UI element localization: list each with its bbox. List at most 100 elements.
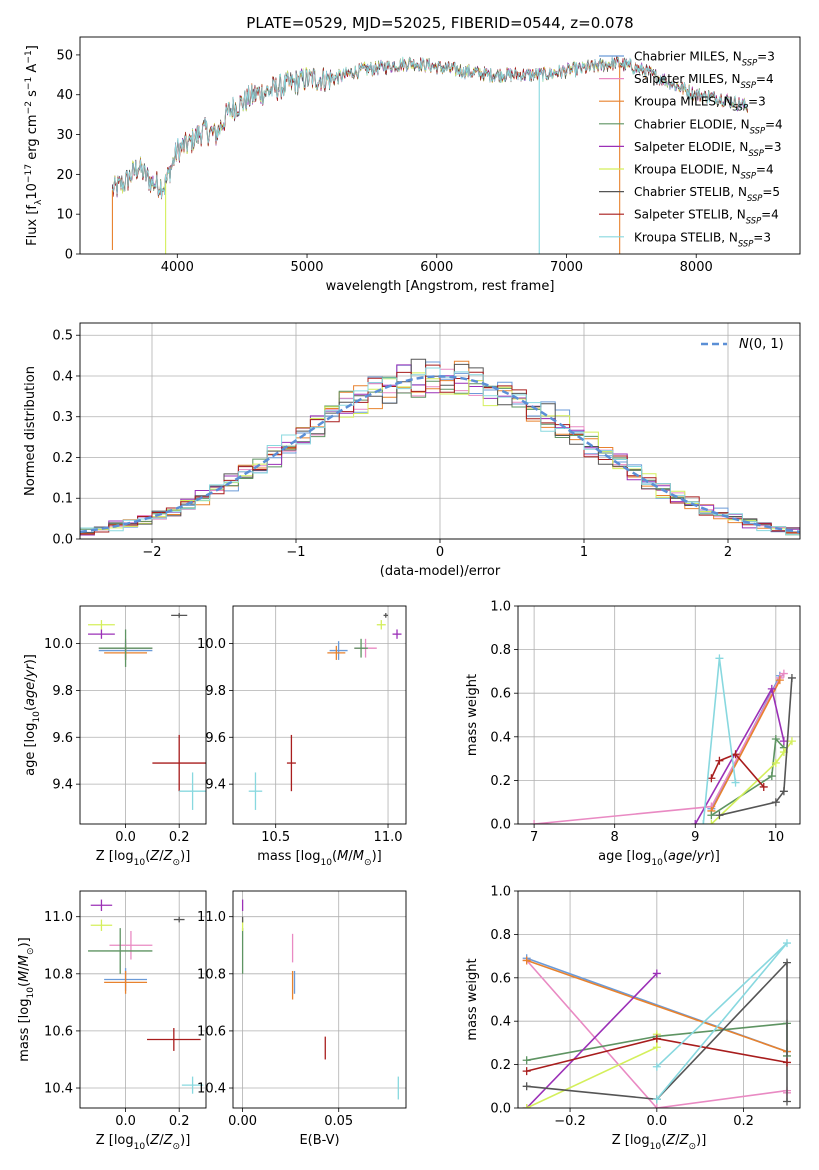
y-tick-label: 10.4 (197, 1082, 226, 1097)
weight-series-salpeter_stelib (707, 750, 768, 791)
weight-marker (522, 1056, 531, 1065)
weight-marker (779, 737, 788, 746)
y-tick-label: 0.2 (52, 451, 73, 466)
weight-marker (715, 654, 724, 663)
errorbar-point-chabrier_elodie (98, 629, 153, 667)
x-tick-label: 0.0 (115, 1114, 136, 1129)
y-tick-label: 0.1 (52, 492, 73, 507)
y-tick-label: 11.0 (197, 910, 226, 925)
y-tick-label: 9.4 (52, 778, 73, 793)
weight-marker (522, 1067, 531, 1076)
y-tick-label: 0.6 (490, 687, 511, 702)
weight-marker (767, 772, 776, 781)
errorbar-point-kroupa_elodie (88, 620, 115, 630)
y-tick-label: 9.8 (52, 684, 73, 699)
weight-marker (522, 1082, 531, 1091)
legend-label-kroupa_elodie: Kroupa ELODIE, NSSP=4 (634, 163, 774, 181)
weight-marker (731, 750, 740, 759)
mass-weight-vs-metallicity-panel-plot-area (522, 939, 791, 1108)
legend-label-kroupa_stelib: Kroupa STELIB, NSSP=3 (634, 230, 771, 248)
errorbar-point-salpeter_elodie (88, 629, 115, 639)
spectrum-panel: 4000 5000 6000 7000 8000 0 10 20 30 40 50 wavelengt… (24, 36, 801, 294)
x-axis-label: wavelength [Angstrom, rest frame] (326, 279, 555, 294)
x-tick-label: 2 (724, 545, 732, 560)
y-tick-label: 1.0 (490, 600, 511, 615)
axes-frame (517, 605, 801, 825)
y-axis-label: mass weight (465, 958, 480, 1040)
y-tick-label: 10.8 (197, 967, 226, 982)
y-tick-label: 0.4 (52, 369, 73, 384)
weight-marker (707, 774, 716, 783)
errorbar-point-salpeter_miles (109, 930, 153, 960)
age-vs-metallicity-panel: 0.0 0.2 9.4 9.6 9.8 10.0 Z [log10(Z/Z⊙)] age [l… (23, 605, 207, 868)
weight-marker (652, 1104, 661, 1108)
weight-series-kroupa_elodie (707, 737, 796, 824)
y-tick-label: 9.4 (205, 778, 226, 793)
spectrum-title: PLATE=0529, MJD=52025, FIBERID=0544, z=0… (246, 14, 633, 32)
x-tick-label: 8 (611, 830, 619, 845)
y-tick-label: 0.8 (490, 643, 511, 658)
x-tick-label: 4000 (161, 260, 194, 275)
x-tick-label: 10.5 (261, 830, 290, 845)
y-axis-label: mass weight (465, 674, 480, 756)
weight-series-salpeter_elodie (522, 969, 661, 1108)
y-tick-label: 9.8 (205, 684, 226, 699)
weight-marker (767, 684, 776, 693)
weight-marker (782, 1058, 791, 1067)
y-tick-label: 10.8 (44, 967, 73, 982)
x-tick-label: 1 (580, 545, 588, 560)
x-tick-label: 7 (530, 830, 538, 845)
y-tick-label: 0.5 (52, 329, 73, 344)
mass-vs-metallicity-panel-plot-area (88, 899, 204, 1094)
errorbar-point-kroupa_stelib (181, 1076, 204, 1094)
x-tick-label: −0.2 (554, 1114, 586, 1129)
histogram-series-salpeter_miles (80, 368, 800, 537)
weight-marker (652, 969, 661, 978)
weight-series-chabrier_stelib (715, 673, 796, 820)
y-axis-label: mass [log10(M/M⊙)] (17, 937, 36, 1061)
x-tick-label: 5000 (290, 260, 323, 275)
mass-vs-extinction-panel: 0.00 0.05 10.4 10.6 10.8 11.0 E(B-V) (197, 890, 407, 1148)
weight-series-salpeter_elodie (691, 684, 788, 824)
legend-label-salpeter_elodie: Salpeter ELODIE, NSSP=3 (634, 140, 782, 158)
errorbar-point-chabrier_miles (329, 641, 348, 660)
y-tick-label: 40 (56, 88, 73, 103)
x-axis-label: age [log10(age/yr)] (598, 849, 720, 868)
errorbar-point-kroupa_elodie (90, 919, 113, 931)
x-axis-label: Z [log10(Z/Z⊙)] (96, 1133, 191, 1152)
residual-histogram-panel-plot-area (80, 358, 800, 538)
x-tick-label: 0 (436, 545, 444, 560)
legend-label-salpeter_miles: Salpeter MILES, NSSP=4 (634, 72, 774, 90)
weight-marker (782, 958, 791, 967)
y-tick-label: 0.2 (490, 774, 511, 789)
weight-marker (652, 1034, 661, 1043)
errorbar-point-kroupa_stelib (179, 772, 206, 810)
axes-frame (232, 890, 407, 1109)
weight-marker (522, 956, 531, 965)
x-tick-label: 8000 (680, 260, 713, 275)
y-tick-label: 20 (56, 168, 73, 183)
y-tick-label: 0.0 (52, 533, 73, 548)
weight-series-kroupa_stelib (699, 654, 740, 824)
y-tick-label: 10 (56, 208, 73, 223)
weight-marker (771, 798, 780, 807)
weight-marker (652, 1043, 661, 1052)
age-vs-metallicity-panel-plot-area (88, 613, 206, 810)
mass-weight-vs-age-panel-plot-area (530, 654, 796, 824)
errorbar-point-kroupa_elodie (376, 620, 386, 630)
spectrum-panel-plot-area (111, 55, 748, 254)
errorbar-point-chabrier_stelib (171, 613, 188, 618)
y-tick-label: 0.4 (490, 730, 511, 745)
y-tick-label: 50 (56, 48, 73, 63)
x-tick-label: 9 (691, 830, 699, 845)
y-tick-label: 10.6 (44, 1024, 73, 1039)
x-axis-label: Z [log10(Z/Z⊙)] (96, 849, 191, 868)
weight-marker (782, 939, 791, 948)
errorbar-point-chabrier_elodie (354, 638, 368, 658)
legend-label-salpeter_stelib: Salpeter STELIB, NSSP=4 (634, 208, 779, 226)
x-tick-label: 0.0 (646, 1114, 667, 1129)
spectrum-legend: Chabrier MILES, NSSP=3 Salpeter MILES, NS… (599, 50, 783, 248)
y-axis-label: Flux [fλ10−17 erg cm−2 s−1 A−1] (24, 45, 44, 246)
errorbar-point-kroupa_miles (104, 970, 148, 994)
